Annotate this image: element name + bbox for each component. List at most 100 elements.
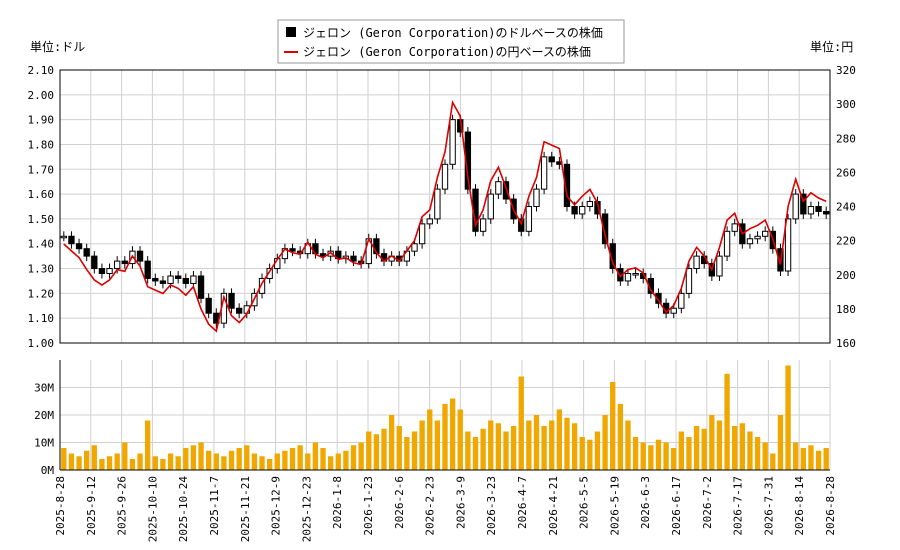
yen-tick-label: 240 bbox=[836, 201, 856, 214]
volume-bar bbox=[190, 445, 197, 470]
candle-body bbox=[579, 206, 586, 215]
candle-body bbox=[754, 235, 761, 240]
candle-body bbox=[563, 163, 571, 208]
volume-bar bbox=[754, 437, 761, 470]
volume-bar bbox=[145, 420, 151, 470]
candle-body bbox=[197, 275, 205, 299]
volume-bar bbox=[228, 450, 235, 470]
volume-bar bbox=[244, 445, 250, 470]
candle-body bbox=[159, 280, 167, 284]
volume-bar bbox=[343, 450, 349, 470]
candle-body bbox=[350, 255, 357, 262]
candle-body bbox=[800, 193, 807, 215]
price-tick-label: 1.20 bbox=[28, 287, 55, 300]
left-unit-label: 単位:ドル bbox=[30, 39, 85, 54]
volume-bar bbox=[785, 365, 791, 470]
candle-body bbox=[670, 307, 677, 314]
volume-bar bbox=[335, 453, 341, 470]
candle-body bbox=[190, 275, 197, 284]
candle-body bbox=[624, 273, 632, 282]
volume-tick-label: 10M bbox=[34, 437, 54, 450]
volume-bar bbox=[594, 431, 601, 470]
candle-body bbox=[60, 235, 67, 239]
volume-bar bbox=[541, 426, 547, 470]
yen-tick-label: 220 bbox=[836, 235, 856, 248]
volume-bar bbox=[320, 448, 326, 470]
candle-body bbox=[487, 193, 494, 220]
volume-bar bbox=[327, 456, 334, 470]
x-tick-label: 2026-7-31 bbox=[762, 476, 775, 536]
candle-body bbox=[540, 156, 548, 190]
candle-body bbox=[807, 206, 815, 215]
volume-bar bbox=[770, 453, 776, 470]
legend-usd-label: ジェロン (Geron Corporation)のドルベースの株価 bbox=[303, 25, 603, 40]
x-tick-label: 2025-9-26 bbox=[116, 476, 129, 536]
volume-bar bbox=[350, 445, 357, 470]
volume-bar bbox=[442, 404, 448, 470]
price-tick-label: 1.50 bbox=[28, 213, 55, 226]
volume-bar bbox=[732, 426, 738, 470]
x-tick-label: 2026-7-17 bbox=[732, 476, 745, 536]
candle-body bbox=[716, 255, 723, 277]
price-tick-label: 1.60 bbox=[28, 188, 55, 201]
volume-bar bbox=[709, 415, 715, 470]
volume-bar bbox=[388, 415, 395, 470]
volume-bar bbox=[602, 415, 608, 470]
volume-bar bbox=[632, 437, 639, 470]
candle-body bbox=[601, 213, 609, 245]
x-tick-label: 2026-8-28 bbox=[824, 476, 837, 536]
candle-body bbox=[228, 292, 235, 309]
price-tick-label: 1.90 bbox=[28, 114, 55, 127]
volume-bar bbox=[701, 428, 707, 470]
candle-body bbox=[502, 181, 510, 200]
candle-body bbox=[731, 223, 738, 232]
price-tick-label: 1.40 bbox=[28, 238, 55, 251]
volume-bar bbox=[472, 437, 479, 470]
x-tick-label: 2026-4-21 bbox=[547, 476, 560, 536]
volume-bar bbox=[411, 431, 418, 470]
volume-bar bbox=[808, 445, 814, 470]
volume-bar bbox=[419, 420, 425, 470]
volume-bar bbox=[495, 423, 502, 470]
candle-body bbox=[289, 248, 296, 252]
volume-bar bbox=[716, 420, 723, 470]
volume-bar bbox=[678, 431, 685, 470]
price-tick-label: 1.80 bbox=[28, 138, 55, 151]
candle-body bbox=[411, 243, 418, 252]
volume-bar bbox=[571, 423, 578, 470]
candle-body bbox=[182, 277, 189, 284]
tick-labels: 2.10 2.00 1.90 1.80 1.70 1.60 1.50 1.40 1.30 1.20… bbox=[28, 64, 856, 542]
volume-bar bbox=[610, 382, 616, 470]
yen-tick-label: 160 bbox=[836, 337, 856, 350]
price-tick-label: 1.00 bbox=[28, 337, 55, 350]
volume-bar bbox=[91, 445, 97, 470]
volume-bar bbox=[434, 420, 441, 470]
candle-body bbox=[685, 268, 693, 294]
candle-body bbox=[175, 275, 182, 279]
candle-body bbox=[693, 255, 700, 270]
x-tick-label: 2026-6-17 bbox=[670, 476, 683, 536]
volume-bar bbox=[282, 450, 288, 470]
volume-bar bbox=[358, 442, 364, 470]
volume-bar bbox=[625, 420, 631, 470]
volume-bar bbox=[160, 459, 166, 470]
candle-body bbox=[121, 260, 128, 265]
axes bbox=[59, 69, 831, 471]
x-tick-label: 2026-2-23 bbox=[424, 476, 437, 536]
x-tick-label: 2026-5-5 bbox=[578, 476, 591, 529]
x-tick-label: 2025-10-24 bbox=[177, 476, 190, 543]
volume-bar bbox=[724, 373, 730, 470]
volume-bar bbox=[503, 431, 509, 470]
x-tick-label: 2026-1-23 bbox=[362, 476, 375, 536]
candle-body bbox=[434, 188, 441, 220]
price-tick-label: 1.70 bbox=[28, 163, 55, 176]
volume-bar bbox=[137, 453, 143, 470]
volume-tick-label: 30M bbox=[34, 382, 54, 395]
x-tick-label: 2026-4-7 bbox=[516, 476, 529, 529]
volume-bar bbox=[640, 442, 646, 470]
candle-body bbox=[784, 218, 792, 272]
right-unit-label: 単位:円 bbox=[810, 39, 853, 54]
volume-bar bbox=[114, 453, 120, 470]
